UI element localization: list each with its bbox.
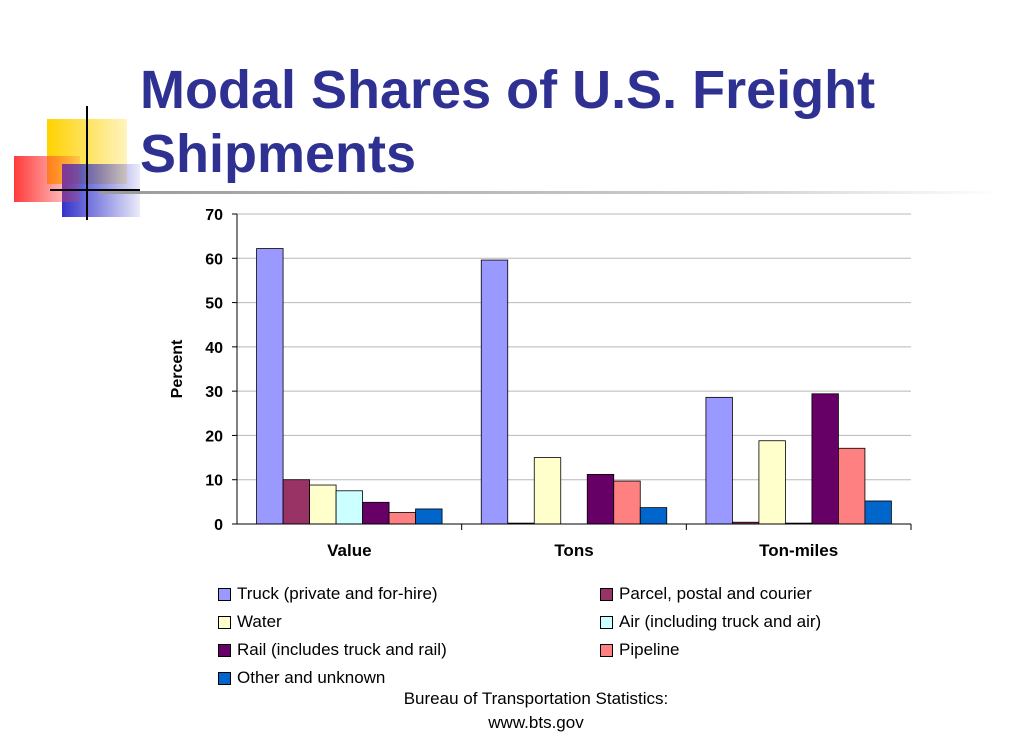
bar <box>586 473 615 525</box>
legend-swatch <box>218 615 231 629</box>
legend-label: Pipeline <box>619 640 680 659</box>
bar <box>388 512 416 525</box>
legend-label: Other and unknown <box>237 668 386 687</box>
y-tick-label: 0 <box>214 517 223 534</box>
bar <box>309 484 337 525</box>
y-tick-label: 40 <box>205 340 223 357</box>
source-credit: Bureau of Transportation Statistics: www… <box>330 687 742 735</box>
x-category-label: Value <box>327 541 371 560</box>
title-underline <box>100 191 1000 194</box>
legend-item: Parcel, postal and courier <box>600 583 918 605</box>
legend-label: Water <box>237 612 282 631</box>
bar <box>811 393 839 525</box>
legend-item: Other and unknown <box>218 667 600 689</box>
legend-item: Air (including truck and air) <box>600 611 918 633</box>
legend-swatch <box>600 643 613 657</box>
bar <box>415 508 443 525</box>
legend-swatch <box>600 587 613 601</box>
gridlines <box>237 213 911 481</box>
source-line-1: Bureau of Transportation Statistics: <box>403 689 669 708</box>
bars <box>256 248 892 525</box>
chart-legend: Truck (private and for-hire) Parcel, post… <box>218 583 918 689</box>
bar <box>362 501 390 525</box>
y-tick-label: 10 <box>205 473 223 490</box>
y-tick-label: 50 <box>205 296 223 313</box>
bar <box>282 479 310 525</box>
x-category-label: Ton-miles <box>759 541 838 560</box>
bar <box>256 248 284 525</box>
legend-label: Air (including truck and air) <box>619 612 822 631</box>
decor-red-square <box>14 156 80 202</box>
legend-swatch <box>218 671 231 685</box>
legend-swatch <box>218 643 231 657</box>
y-tick-label: 20 <box>205 428 223 445</box>
slide-title: Modal Shares of U.S. Freight Shipments <box>140 58 1000 186</box>
x-category-label: Tons <box>554 541 593 560</box>
decorative-squares <box>14 106 140 220</box>
y-tick-label: 70 <box>205 207 223 224</box>
slide-title-line-2: Shipments <box>140 124 417 184</box>
legend-item: Pipeline <box>600 639 918 661</box>
legend-label: Parcel, postal and courier <box>619 584 812 603</box>
y-tick-label: 60 <box>205 251 223 268</box>
legend-item: Rail (includes truck and rail) <box>218 639 600 661</box>
legend-swatch <box>218 587 231 601</box>
legend-label: Truck (private and for-hire) <box>237 584 438 603</box>
bar <box>613 480 641 525</box>
y-axis-label: Percent <box>169 339 186 398</box>
legend-label: Rail (includes truck and rail) <box>237 640 447 659</box>
legend-item: Water <box>218 611 600 633</box>
axes: 0 10 20 30 40 50 60 70 Value Tons Ton-miles <box>205 207 912 560</box>
bar <box>639 507 668 525</box>
bar <box>864 500 892 525</box>
bar <box>533 457 562 525</box>
source-url: www.bts.gov <box>488 713 584 732</box>
bar <box>705 396 733 525</box>
bar <box>758 440 786 525</box>
legend-item: Truck (private and for-hire) <box>218 583 600 605</box>
y-tick-label: 30 <box>205 384 223 401</box>
legend-swatch <box>600 615 613 629</box>
bar <box>480 259 509 525</box>
slide-title-line-1: Modal Shares of U.S. Freight <box>140 60 876 120</box>
bar <box>335 490 363 525</box>
bar <box>838 447 866 525</box>
